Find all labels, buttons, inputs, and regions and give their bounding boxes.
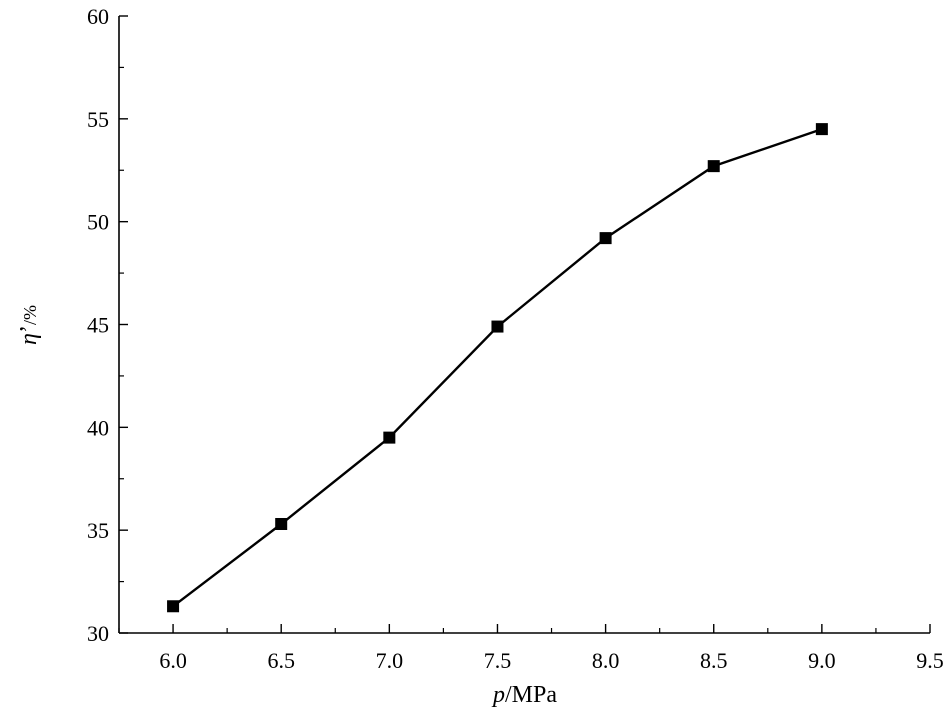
data-point [167,600,180,613]
x-tick-label: 6.0 [159,648,187,673]
x-tick-label: 7.5 [484,648,512,673]
x-axis-label: p/MPa [491,682,557,708]
data-point [707,160,720,173]
x-tick-label: 7.0 [376,648,404,673]
y-tick-label: 40 [87,415,109,440]
x-axis-label-unit: /MPa [505,682,557,708]
x-axis-label-var: p [491,682,505,708]
x-tick-label: 8.0 [592,648,620,673]
data-point [815,123,828,136]
y-axis-label-var: η [16,333,42,345]
x-tick-label: 8.5 [700,648,728,673]
y-axis-label-unit: /% [20,305,40,325]
y-tick-label: 50 [87,210,109,235]
x-tick-label: 6.5 [267,648,295,673]
data-point [383,431,396,444]
series-line [172,127,823,608]
x-tick-label: 9.0 [808,648,836,673]
y-tick-label: 55 [87,107,109,132]
y-tick-label: 45 [87,313,109,338]
y-axis-label: η’/% [16,305,42,345]
y-axis-label-prime: ’ [16,325,42,333]
data-point [491,320,504,333]
series-layer [167,123,828,613]
x-axis: 6.0 6.5 7.0 7.5 8.0 8.5 9.0 9.5 [118,624,944,673]
data-point [599,232,612,245]
data-point [275,517,288,530]
y-tick-label: 60 [87,4,109,29]
y-axis: 30 35 40 45 50 55 60 [87,4,128,646]
y-tick-label: 35 [87,518,109,543]
y-tick-label: 30 [87,621,109,646]
plot-area [118,16,930,634]
x-tick-label: 9.5 [916,648,944,673]
